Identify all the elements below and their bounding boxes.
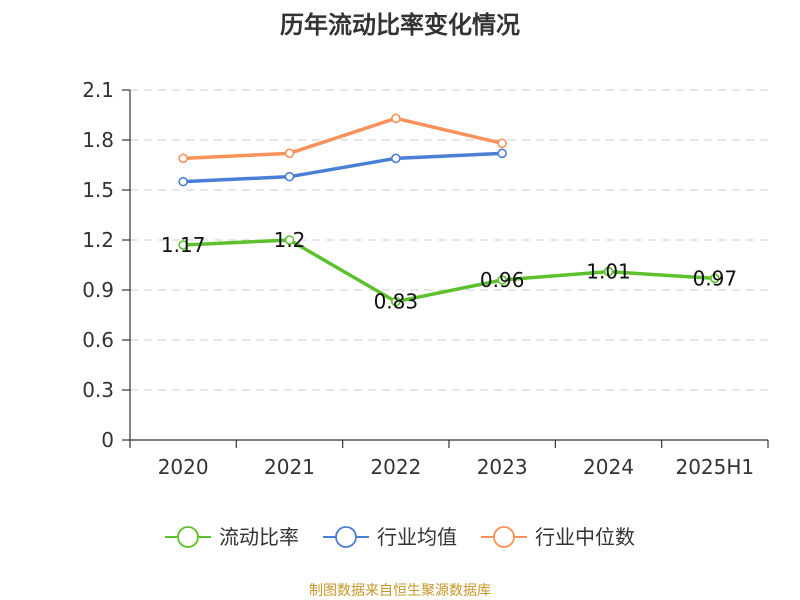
data-point — [497, 148, 507, 159]
chart-title: 历年流动比率变化情况 — [280, 11, 520, 39]
y-tick-label: 1.5 — [82, 178, 114, 202]
data-point — [391, 153, 401, 164]
y-tick-label: 1.8 — [82, 128, 114, 152]
legend-item: 行业中位数 — [481, 525, 635, 549]
data-point — [710, 273, 720, 284]
y-tick-label: 0.9 — [82, 278, 114, 302]
y-tick-label: 0.6 — [82, 328, 114, 352]
data-point — [178, 240, 188, 250]
data-point — [178, 176, 188, 187]
x-tick-label: 2022 — [370, 455, 421, 479]
legend-item: 行业均值 — [323, 525, 457, 549]
grid-lines — [130, 89, 768, 391]
series — [178, 113, 720, 307]
data-label: 1.2 — [274, 228, 306, 252]
y-tick-label: 1.2 — [82, 228, 114, 252]
y-tick-label: 0 — [101, 428, 114, 452]
data-point — [284, 235, 295, 245]
y-tick-label: 2.1 — [82, 78, 114, 102]
data-point — [497, 138, 507, 149]
data-point — [603, 266, 614, 277]
series-line — [183, 238, 715, 304]
x-tick-label: 2021 — [264, 455, 315, 479]
data-labels: 1.17 1.2 0.83 0.96 1.01 0.97 — [161, 228, 737, 314]
data-label: 0.83 — [374, 290, 419, 314]
data-label: 1.01 — [586, 260, 631, 284]
x-tick-label: 2025H1 — [675, 455, 754, 479]
x-tick-label: 2023 — [477, 455, 528, 479]
x-tick-label: 2024 — [583, 455, 634, 479]
legend-label: 行业均值 — [377, 525, 457, 549]
data-point — [284, 148, 295, 159]
x-tick-label: 2020 — [158, 455, 209, 479]
legend-item: 流动比率 — [165, 525, 299, 549]
axes: 0 0.3 0.6 0.9 1.2 1.5 1.8 2.1 2020 2021 2022 2023 20… — [82, 78, 769, 479]
data-point — [497, 275, 507, 285]
data-point — [391, 296, 401, 307]
series-line — [183, 116, 503, 161]
legend-marker — [177, 526, 199, 548]
legend-label: 行业中位数 — [535, 525, 635, 549]
legend: 流动比率 行业均值 行业中位数 — [165, 525, 635, 549]
data-label: 1.17 — [161, 233, 206, 257]
data-point — [178, 153, 188, 164]
legend-marker — [493, 526, 515, 548]
y-tick-label: 0.3 — [82, 378, 114, 402]
data-point — [284, 171, 295, 182]
legend-label: 流动比率 — [219, 525, 299, 549]
source-note: 制图数据来自恒生聚源数据库 — [309, 583, 491, 599]
series-line — [183, 151, 503, 184]
data-label: 0.97 — [693, 266, 738, 290]
legend-marker — [335, 526, 357, 548]
data-label: 0.96 — [480, 268, 525, 292]
data-point — [391, 113, 401, 124]
